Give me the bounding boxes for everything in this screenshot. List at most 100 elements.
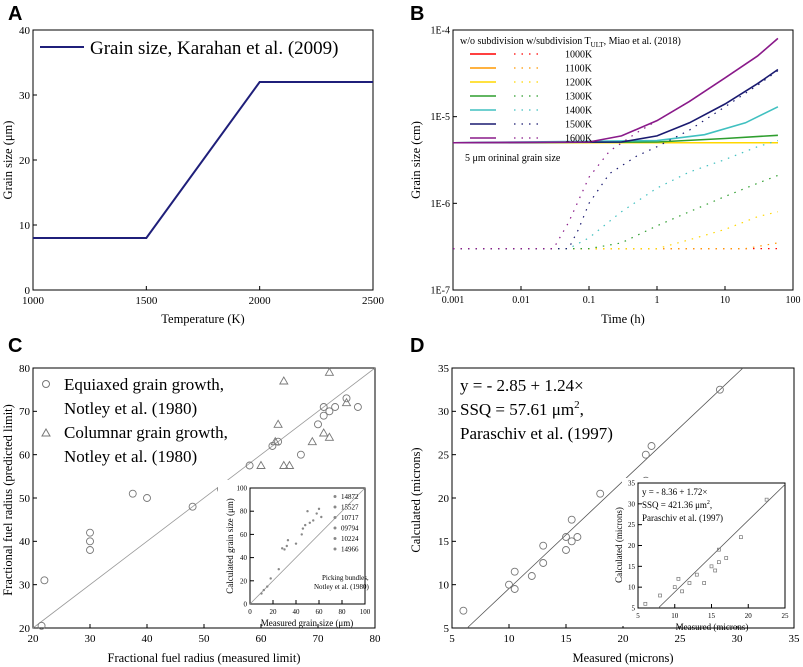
chart-c-columnar-point bbox=[318, 428, 329, 437]
chart-c-inset-legend-label: 10224 bbox=[341, 535, 359, 543]
chart-c-columnar-point bbox=[279, 460, 289, 469]
chart-c-equiaxed-point bbox=[128, 489, 137, 498]
chart-a-series-line bbox=[33, 81, 373, 239]
chart-c-columnar-point bbox=[273, 419, 283, 428]
chart-c-equiaxed-point bbox=[342, 394, 351, 403]
chart-c-columnar-point bbox=[256, 460, 266, 469]
chart-c-inset-legend-marker bbox=[333, 495, 337, 498]
chart-c-xtick-label: 20 bbox=[28, 633, 40, 645]
chart-b-legend-label: 1000K bbox=[565, 50, 593, 61]
chart-b-ytick-label: 1E-7 bbox=[431, 286, 450, 297]
chart-d-inset-point bbox=[658, 593, 662, 598]
chart-d-ytick-label: 5 bbox=[444, 623, 450, 635]
chart-d-point bbox=[647, 442, 656, 450]
panel-label-d: D bbox=[410, 335, 424, 357]
chart-d-inset-point bbox=[680, 589, 684, 594]
chart-b-ytick-label: 1E-6 bbox=[431, 199, 450, 210]
chart-c-inset-point bbox=[281, 547, 284, 550]
panel-label-a: A bbox=[8, 3, 22, 25]
chart-d-inset-xtick-label: 20 bbox=[745, 612, 753, 620]
chart-d-point bbox=[510, 567, 519, 576]
chart-c-inset-ytick-label: 60 bbox=[240, 531, 248, 539]
chart-d-ytick-label: 30 bbox=[438, 406, 450, 418]
chart-c-columnar-point bbox=[307, 436, 318, 446]
chart-d-point bbox=[562, 546, 570, 554]
chart-d-point bbox=[596, 489, 605, 498]
chart-c-ytick-label: 70 bbox=[19, 406, 31, 418]
chart-b-series-1500K-solid bbox=[452, 68, 779, 144]
chart-c-equiaxed-point bbox=[319, 403, 328, 411]
chart-b-legend-label: 1400K bbox=[565, 106, 593, 117]
chart-c-inset-legend-label: 14872 bbox=[341, 493, 359, 501]
chart-b-series-1500K-dotted bbox=[453, 70, 779, 250]
chart-c-inset-note-2: Notley et al. (1980) bbox=[314, 583, 369, 591]
chart-d-xtick-label: 35 bbox=[789, 633, 801, 645]
chart-d-inset-point bbox=[709, 564, 714, 569]
chart-d-inset-ytick-label: 25 bbox=[628, 521, 636, 529]
chart-c-equiaxed-point bbox=[143, 494, 151, 502]
chart-c-inset-legend-label: 09794 bbox=[341, 525, 359, 533]
chart-c-columnar-point bbox=[279, 376, 289, 385]
chart-c-inset-xtick-label: 0 bbox=[248, 608, 252, 616]
chart-b-series-1100K-dotted bbox=[453, 242, 779, 250]
chart-b-annotation: 5 μm orininal grain size bbox=[465, 153, 561, 164]
chart-c-ytick-label: 30 bbox=[19, 580, 31, 592]
chart-d-xtick-label: 30 bbox=[732, 633, 744, 645]
chart-c-inset-point bbox=[304, 523, 307, 527]
chart-c-legend-marker-triangle bbox=[41, 427, 51, 437]
chart-c-equiaxed-point bbox=[325, 407, 334, 416]
chart-b-legend-label: 1200K bbox=[565, 78, 593, 89]
chart-b-ytick-label: 1E-5 bbox=[431, 112, 450, 123]
chart-d-point bbox=[539, 559, 548, 567]
chart-c-equiaxed-point bbox=[331, 403, 340, 411]
chart-a-xtick-label: 1000 bbox=[22, 295, 45, 307]
chart-b-legend-label: 1500K bbox=[565, 120, 593, 131]
chart-d-inset-xtick-label: 25 bbox=[782, 612, 790, 620]
chart-c-equiaxed-point bbox=[188, 502, 197, 511]
chart-b-legend-label: 1600K bbox=[565, 134, 593, 145]
chart-c-inset-point bbox=[262, 588, 265, 592]
chart-c-equiaxed-point bbox=[274, 437, 283, 446]
chart-c-inset-point bbox=[277, 568, 280, 571]
chart-a-ytick-label: 10 bbox=[19, 220, 31, 232]
chart-a-xtick-label: 1500 bbox=[135, 295, 158, 307]
chart-d-ssq: SSQ = 57.61 μm2, bbox=[460, 399, 584, 419]
chart-b-legend-header: w/o subdivision w/subdivision TULT, Miao… bbox=[460, 36, 681, 49]
chart-a-legend-label: Grain size, Karahan et al. (2009) bbox=[90, 38, 338, 59]
chart-c-xtick-label: 60 bbox=[256, 633, 268, 645]
chart-c-inset-point bbox=[317, 507, 321, 511]
chart-c-inset-legend-marker bbox=[333, 526, 337, 530]
chart-c-inset-ytick-label: 80 bbox=[240, 508, 248, 516]
chart-c-inset-point bbox=[266, 585, 269, 588]
chart-d-point bbox=[505, 580, 513, 589]
chart-c-inset-xtick-label: 40 bbox=[293, 608, 301, 616]
chart-c-xtick-label: 30 bbox=[85, 633, 97, 645]
chart-c-equiaxed-point bbox=[353, 403, 362, 411]
chart-c-inset-point bbox=[260, 592, 263, 595]
chart-c-equiaxed-point bbox=[245, 461, 254, 470]
chart-a-ytick-label: 0 bbox=[25, 285, 31, 297]
chart-d-inset-ytick-label: 10 bbox=[628, 584, 636, 592]
chart-d-inset-point bbox=[716, 560, 721, 565]
chart-c-legend-columnar-1: Columnar grain growth, bbox=[64, 423, 228, 442]
chart-d-point bbox=[573, 533, 582, 541]
chart-d-source: Paraschiv et al. (1997) bbox=[460, 424, 613, 443]
chart-d-inset-xlabel: Measured (microns) bbox=[676, 622, 749, 632]
chart-c-inset-point bbox=[286, 539, 290, 542]
chart-c-inset-xtick-label: 80 bbox=[339, 608, 347, 616]
chart-d-inset-equation: y = - 8.36 + 1.72× bbox=[642, 487, 707, 497]
chart-c-ytick-label: 20 bbox=[19, 623, 31, 635]
chart-c-inset-legend-marker bbox=[333, 516, 337, 519]
chart-a-ytick-label: 30 bbox=[19, 90, 31, 102]
chart-c-inset-ytick-label: 100 bbox=[237, 484, 248, 492]
chart-c-equiaxed-point bbox=[86, 528, 94, 537]
chart-c-equiaxed-point bbox=[37, 621, 46, 630]
chart-c-columnar-point bbox=[284, 460, 295, 469]
chart-c-equiaxed-point bbox=[86, 537, 94, 546]
chart-c-ytick-label: 80 bbox=[19, 363, 31, 375]
chart-c-inset-legend-marker bbox=[333, 505, 337, 509]
chart-d-ytick-label: 20 bbox=[438, 493, 450, 505]
chart-c-legend-equiaxed-2: Notley et al. (1980) bbox=[64, 399, 197, 418]
chart-c-xtick-label: 70 bbox=[313, 633, 325, 645]
